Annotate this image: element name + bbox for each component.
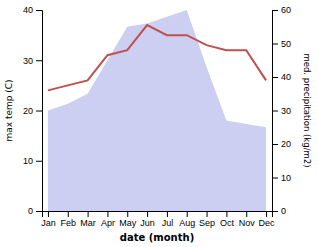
tick: 10 <box>23 156 42 166</box>
chart: Jan FebMar Apr MayJun Jul Aug Sep Oct NovDec 0 10 2… <box>0 0 318 247</box>
tick-label: Nov <box>239 218 256 228</box>
tick-label: 0 <box>281 206 286 216</box>
tick: Sep <box>199 211 215 228</box>
y-axis: 0 10 20 30 40 <box>23 5 43 216</box>
tick-mark <box>272 144 278 145</box>
tick-label: Apr <box>101 218 115 228</box>
tick-mark <box>127 211 128 217</box>
tick-mark <box>207 211 208 217</box>
tick-label: Jun <box>140 218 155 228</box>
tick-mark <box>48 211 49 217</box>
x-axis: Jan FebMar Apr MayJun Jul Aug Sep Oct NovDec <box>41 211 275 228</box>
tick-mark <box>266 211 267 217</box>
tick-mark <box>36 211 42 212</box>
tick-mark <box>36 111 42 112</box>
tick: 40 <box>272 72 291 82</box>
tick-label: Jan <box>41 218 56 228</box>
y2-axis-title: med. precipitation (kg/m2) <box>302 53 312 167</box>
tick: Aug <box>179 211 195 228</box>
tick: 0 <box>272 206 286 216</box>
tick: Dec <box>259 211 276 228</box>
tick-label: Feb <box>61 218 77 228</box>
tick-label: 40 <box>281 72 291 82</box>
tick-mark <box>246 211 247 217</box>
tick-label: Mar <box>80 218 96 228</box>
tick-mark <box>147 211 148 217</box>
tick: Jan <box>41 211 56 228</box>
tick: 0 <box>28 206 42 216</box>
tick-mark <box>187 211 188 217</box>
tick: May <box>119 211 137 228</box>
tick-label: Oct <box>220 218 235 228</box>
tick-mark <box>88 211 89 217</box>
tick-mark <box>68 211 69 217</box>
axis-line <box>273 11 279 212</box>
tick: Feb <box>61 211 77 228</box>
tick: Mar <box>80 211 96 228</box>
tick-label: 40 <box>23 5 33 15</box>
tick: 60 <box>272 5 291 15</box>
tick-mark <box>272 211 278 212</box>
tick: 50 <box>272 39 291 49</box>
tick-mark <box>226 211 227 217</box>
tick-label: Sep <box>199 218 215 228</box>
tick-mark <box>107 211 108 217</box>
tick-label: May <box>119 218 137 228</box>
tick: Apr <box>101 211 115 228</box>
x-axis-title: date (month) <box>120 232 194 243</box>
axis-line <box>36 11 43 212</box>
y2-axis: 0 10 20 30 40 50 60 <box>272 5 291 216</box>
tick-label: 20 <box>281 139 291 149</box>
marks <box>48 10 266 211</box>
tick-mark <box>272 111 278 112</box>
area <box>48 10 266 211</box>
y-axis-title: max temp (C) <box>4 79 14 141</box>
tick-label: Jul <box>162 218 174 228</box>
tick-mark <box>272 178 278 179</box>
tick: Oct <box>220 211 235 228</box>
tick-label: 30 <box>23 56 33 66</box>
tick-mark <box>36 60 42 61</box>
tick-label: 60 <box>281 5 291 15</box>
tick: Jul <box>162 211 174 228</box>
tick-label: 30 <box>281 106 291 116</box>
tick: 30 <box>23 56 42 66</box>
tick-label: 0 <box>28 206 33 216</box>
tick-label: 50 <box>281 39 291 49</box>
tick-label: 20 <box>23 106 33 116</box>
tick-mark <box>36 161 42 162</box>
tick-mark <box>167 211 168 217</box>
tick: 30 <box>272 106 291 116</box>
plot-area: Jan FebMar Apr MayJun Jul Aug Sep Oct NovDec 0 10 2… <box>4 5 312 243</box>
tick-label: Aug <box>179 218 195 228</box>
tick: 20 <box>272 139 291 149</box>
tick: 40 <box>23 5 42 15</box>
tick: Jun <box>140 211 155 228</box>
axis-line <box>43 212 273 218</box>
tick-mark <box>36 10 42 11</box>
tick-mark <box>272 77 278 78</box>
tick: Nov <box>239 211 256 228</box>
line <box>48 25 266 90</box>
tick-label: Dec <box>259 218 276 228</box>
tick: 10 <box>272 173 291 183</box>
tick-mark <box>272 10 278 11</box>
tick-mark <box>272 44 278 45</box>
tick: 20 <box>23 106 42 116</box>
tick-label: 10 <box>281 173 291 183</box>
tick-label: 10 <box>23 156 33 166</box>
